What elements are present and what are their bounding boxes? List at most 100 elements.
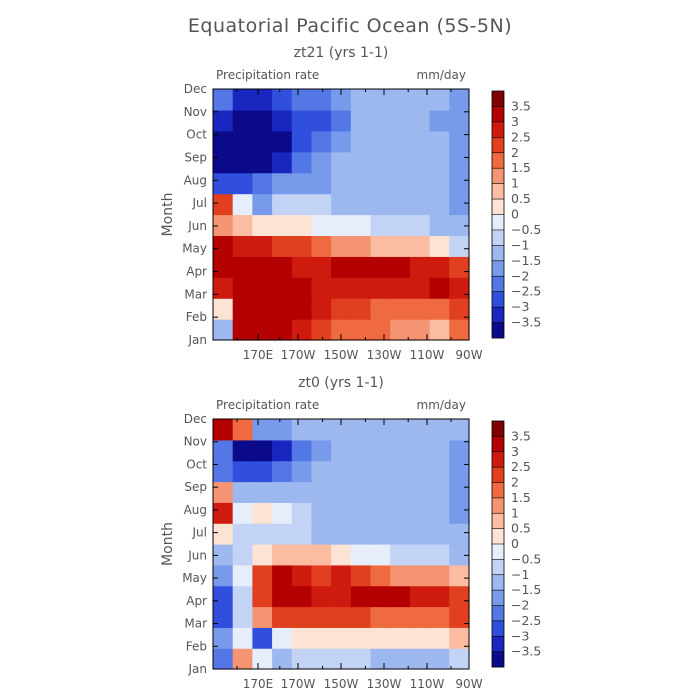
colorbar-label: −2.5 bbox=[511, 613, 541, 628]
heatmap-cell bbox=[291, 544, 313, 566]
heatmap-cell bbox=[272, 277, 293, 299]
panel-1: zt21 (yrs 1-1) Precipitation rate mm/day Ja… bbox=[160, 45, 483, 362]
heatmap-cell bbox=[390, 172, 411, 195]
heatmap-cell bbox=[232, 585, 253, 608]
y-tick-label: Sep bbox=[184, 150, 207, 164]
heatmap-cell bbox=[232, 502, 253, 524]
heatmap-cell bbox=[350, 606, 372, 628]
heatmap-cell bbox=[370, 606, 391, 628]
colorbar-label: 3 bbox=[511, 444, 519, 459]
y-axis-title: Month bbox=[160, 522, 176, 566]
colorbar-swatch bbox=[492, 168, 504, 184]
heatmap-cell bbox=[449, 502, 470, 524]
heatmap-cell bbox=[370, 523, 391, 545]
heatmap-cell bbox=[370, 109, 391, 132]
heatmap-cell bbox=[409, 235, 431, 257]
heatmap-cell bbox=[350, 214, 372, 237]
heatmap-cell bbox=[272, 627, 293, 649]
heatmap-cell bbox=[232, 277, 253, 299]
heatmap-cell bbox=[213, 419, 234, 441]
colorbar-swatch bbox=[492, 229, 504, 246]
heatmap-cell bbox=[409, 319, 431, 341]
heatmap-cell bbox=[350, 193, 372, 216]
colorbar-label: −2 bbox=[511, 268, 529, 283]
y-tick-label: Feb bbox=[186, 310, 207, 324]
heatmap-cell bbox=[331, 419, 352, 441]
heatmap-cell bbox=[311, 319, 332, 341]
heatmap-cell bbox=[232, 151, 253, 174]
heatmap-cell bbox=[449, 627, 470, 649]
heatmap-cell bbox=[252, 298, 273, 320]
y-tick-label: Dec bbox=[184, 412, 207, 426]
heatmap-cell bbox=[311, 460, 332, 483]
heatmap-cell bbox=[350, 109, 372, 132]
colorbar-label: 2 bbox=[511, 475, 519, 490]
heatmap-cell bbox=[390, 109, 411, 132]
y-tick-label: Dec bbox=[184, 82, 207, 96]
heatmap-cell bbox=[449, 481, 470, 503]
heatmap-cell bbox=[291, 256, 313, 278]
variable-label: Precipitation rate bbox=[216, 68, 319, 82]
heatmap-cell bbox=[449, 585, 470, 608]
heatmap-cell bbox=[232, 606, 253, 628]
x-tick-label: 150W bbox=[324, 677, 359, 691]
variable-label: Precipitation rate bbox=[216, 398, 319, 412]
heatmap-cell bbox=[350, 544, 372, 566]
heatmap-cell bbox=[232, 172, 253, 195]
heatmap-cell bbox=[272, 193, 293, 216]
y-tick-label: Aug bbox=[184, 173, 207, 187]
heatmap-cell bbox=[213, 151, 234, 174]
colorbar-label: −2 bbox=[511, 598, 529, 613]
heatmap-cell bbox=[350, 585, 372, 608]
heatmap-cell bbox=[331, 460, 352, 483]
heatmap-cell bbox=[390, 544, 411, 566]
heatmap-cell bbox=[370, 172, 391, 195]
heatmap-cell bbox=[311, 277, 332, 299]
heatmap-cell bbox=[390, 298, 411, 320]
heatmap-cell bbox=[331, 564, 352, 587]
heatmap-cell bbox=[350, 256, 372, 278]
heatmap-cell bbox=[272, 564, 293, 587]
heatmap-cell bbox=[449, 606, 470, 628]
heatmap-cells bbox=[213, 419, 470, 670]
heatmap-cell bbox=[291, 585, 313, 608]
heatmap-cell bbox=[272, 89, 293, 111]
colorbar-label: −3 bbox=[511, 299, 529, 314]
colorbar-label: 1 bbox=[511, 176, 519, 191]
heatmap-cell bbox=[429, 502, 450, 524]
heatmap-cell bbox=[232, 648, 253, 670]
heatmap-cell bbox=[252, 130, 273, 153]
x-tick-label: 90W bbox=[455, 677, 482, 691]
heatmap-cell bbox=[370, 89, 391, 111]
y-tick-label: Mar bbox=[184, 617, 207, 631]
heatmap-cell bbox=[449, 130, 470, 153]
heatmap-cell bbox=[291, 523, 313, 545]
heatmap-cell bbox=[350, 627, 372, 649]
heatmap-cell bbox=[331, 648, 352, 670]
heatmap-cell bbox=[350, 502, 372, 524]
heatmap-cell bbox=[409, 564, 431, 587]
colorbar-swatch bbox=[492, 260, 504, 277]
x-tick-label: 110W bbox=[410, 348, 445, 362]
heatmap-cell bbox=[390, 460, 411, 483]
heatmap-cell bbox=[370, 298, 391, 320]
heatmap-cell bbox=[232, 298, 253, 320]
y-tick-label: Jul bbox=[192, 526, 207, 540]
panel-2: zt0 (yrs 1-1) Precipitation rate mm/day Jan… bbox=[160, 375, 483, 691]
heatmap-cell bbox=[311, 214, 332, 237]
colorbar-label: 3.5 bbox=[511, 98, 531, 113]
heatmap-cell bbox=[390, 606, 411, 628]
heatmap-cell bbox=[409, 439, 431, 462]
heatmap-cell bbox=[252, 585, 273, 608]
heatmap-cell bbox=[350, 564, 372, 587]
heatmap-cell bbox=[390, 319, 411, 341]
heatmap-cell bbox=[232, 564, 253, 587]
colorbar-2: 3.532.521.510.50−0.5−1−1.5−2−2.5−3−3.5 bbox=[491, 420, 541, 668]
heatmap-cell bbox=[409, 172, 431, 195]
heatmap-cell bbox=[390, 277, 411, 299]
heatmap-cell bbox=[272, 439, 293, 462]
colorbar-swatch bbox=[492, 528, 504, 545]
heatmap-cell bbox=[350, 439, 372, 462]
heatmap-cell bbox=[350, 235, 372, 257]
heatmap-cell bbox=[370, 460, 391, 483]
